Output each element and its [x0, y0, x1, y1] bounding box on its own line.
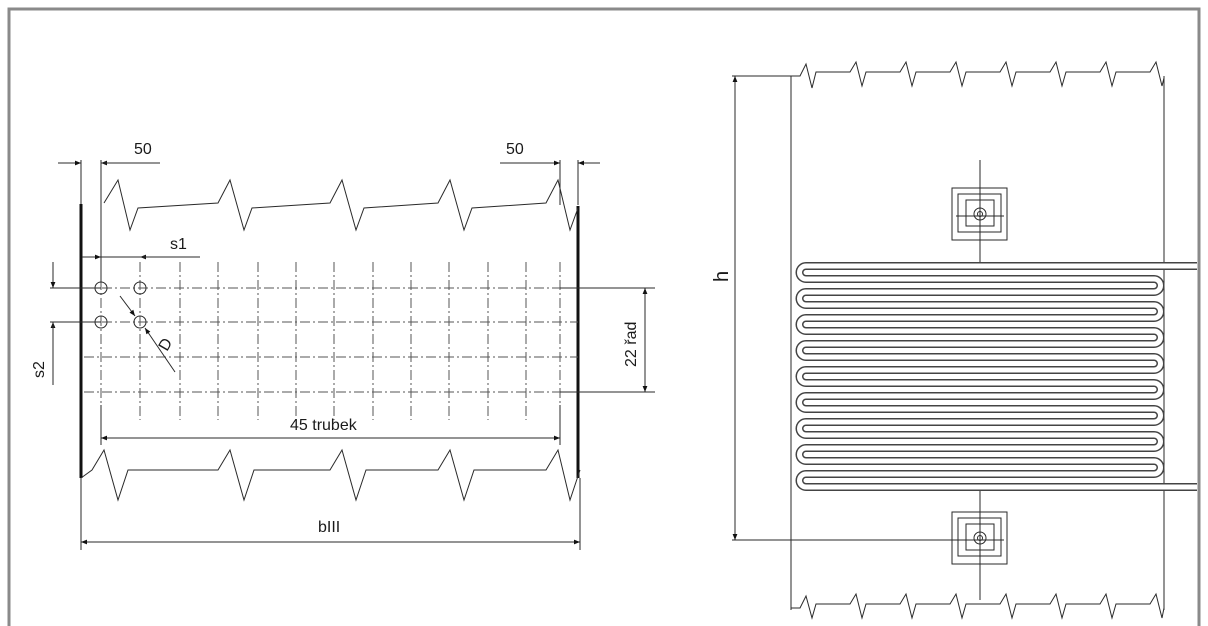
right-top-break-line [791, 60, 1165, 89]
right-bottom-break-line [791, 592, 1165, 620]
dim-left-margin-label: 50 [134, 141, 152, 158]
serpentine-coil [795, 262, 1197, 491]
dim-tube-pitch-label: s1 [170, 236, 187, 253]
dim-height-label: h [711, 271, 733, 282]
dim-tubes-label: 45 trubek [290, 417, 358, 434]
dim-width-label: bIII [318, 519, 340, 536]
dim-diameter-label: D [156, 335, 177, 354]
drawing-frame [7, 7, 1201, 626]
tube-circles [94, 281, 147, 329]
top-break-line [103, 178, 579, 232]
right-view: h [711, 60, 1197, 620]
dim-row-pitch-label: s2 [31, 361, 48, 378]
bottom-break-line [80, 448, 581, 502]
left-view: 50 50 s1 s2 D 22 řad 45 t [31, 141, 655, 550]
top-mounting-lug [951, 187, 1008, 241]
dim-right-margin-label: 50 [506, 141, 524, 158]
dim-rows-label: 22 řad [623, 322, 640, 367]
bottom-mounting-lug [951, 511, 1008, 565]
tube-grid [84, 262, 578, 420]
